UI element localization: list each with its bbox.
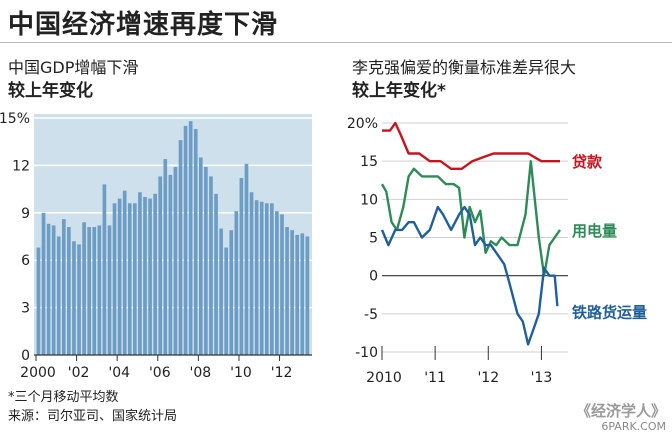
right-chart-title: 李克强偏爱的衡量标准差异很大 (352, 58, 577, 77)
lines-y-tick-label: 10 (360, 192, 378, 208)
series-label-rail: 铁路货运量 (572, 304, 647, 322)
series-line-loans (382, 121, 560, 171)
lines-y-tick-label: -5 (364, 307, 378, 323)
gdp-bar (127, 203, 132, 355)
gdp-bar (46, 223, 51, 355)
gdp-bar (82, 222, 86, 355)
lines-x-tick-label: 2010 (366, 370, 402, 386)
gdp-x-tick-label: '10 (230, 365, 252, 381)
gdp-bar (305, 236, 310, 355)
gdp-bar (97, 225, 102, 355)
gdp-bar (36, 247, 41, 355)
lines-y-tick-label: -10 (355, 345, 378, 361)
page-title: 中国经济增速再度下滑 (8, 10, 279, 40)
watermark-logo: 《经济学人》 (575, 402, 666, 420)
lines-y-tick-label: 20% (347, 116, 378, 132)
gdp-x-tick-label: '08 (190, 365, 212, 381)
gdp-x-tick-label: '06 (149, 365, 171, 381)
gdp-bar (198, 157, 203, 355)
gdp-bar (264, 203, 269, 355)
gdp-bar (163, 159, 168, 355)
gdp-bar (183, 125, 188, 356)
gdp-bar (107, 225, 112, 355)
gdp-y-tick-label: 9 (21, 206, 30, 222)
lines-y-tick-label: 5 (369, 231, 378, 247)
left-chart-title: 中国GDP增幅下滑 (8, 58, 139, 77)
gdp-bar (133, 203, 137, 355)
gdp-bar (275, 211, 279, 355)
gdp-y-tick-label: 0 (21, 348, 30, 364)
gdp-bar (112, 203, 117, 355)
gdp-bar (234, 211, 239, 355)
gdp-bar (143, 197, 147, 355)
gdp-x-tick-label: '12 (271, 365, 293, 381)
lines-x-tick-label: '13 (531, 370, 553, 386)
watermark-site: 6PARK.COM (601, 420, 666, 433)
gdp-bar (61, 219, 66, 355)
gdp-bar (244, 163, 249, 355)
gdp-bar (168, 174, 173, 355)
gdp-bar (193, 129, 198, 355)
series-line-electricity (380, 159, 561, 277)
gdp-bar (229, 230, 234, 355)
gdp-bar (285, 227, 289, 355)
series-label-loans: 贷款 (572, 153, 603, 171)
source-note: 来源：司尔亚司、国家统计局 (8, 409, 178, 424)
gdp-bar (173, 166, 178, 355)
lines-x-tick-label: '11 (424, 370, 446, 386)
gdp-bar (219, 228, 223, 355)
gdp-bar (51, 225, 56, 355)
gdp-bar (259, 201, 264, 355)
lines-x-tick-label: '12 (477, 370, 499, 386)
lines-y-tick-label: 15 (360, 154, 378, 170)
gdp-x-tick-label: '04 (108, 365, 130, 381)
gdp-bar (56, 236, 61, 355)
gdp-bar (270, 203, 274, 355)
gdp-bar (224, 247, 229, 355)
gdp-bar (92, 227, 97, 355)
series-line-rail (380, 205, 559, 346)
gdp-bar (239, 178, 244, 355)
title-divider (0, 42, 672, 43)
gdp-bar (122, 190, 127, 355)
gdp-bar (41, 212, 46, 355)
gdp-bar (87, 227, 92, 355)
gdp-bar (72, 241, 76, 355)
gdp-bar (148, 198, 152, 355)
gdp-bar (67, 227, 71, 355)
gdp-bar (77, 244, 81, 355)
gdp-bar (138, 192, 142, 355)
watermark: 《经济学人》 6PARK.COM (576, 404, 666, 434)
gdp-y-tick-label: 12 (12, 158, 30, 174)
gdp-bar (300, 233, 305, 355)
gdp-bar (204, 166, 208, 355)
gdp-bar (102, 184, 107, 355)
gdp-bar (209, 176, 213, 355)
gdp-y-tick-label: 3 (21, 301, 30, 317)
gdp-bar (158, 176, 163, 355)
left-chart-subtitle: 较上年变化 (8, 81, 93, 101)
gdp-x-tick-label: '02 (68, 365, 90, 381)
gdp-bar (153, 193, 157, 355)
right-chart-subtitle: 较上年变化* (352, 81, 446, 101)
gdp-bar (117, 198, 122, 355)
gdp-bar (295, 234, 300, 355)
gdp-bar (254, 200, 259, 355)
gdp-bar (214, 193, 218, 355)
gdp-bar (188, 121, 193, 355)
gdp-y-tick-label: 6 (21, 253, 30, 269)
gdp-bar (178, 140, 183, 355)
gdp-bar (249, 192, 254, 355)
footnote: *三个月移动平均数 (8, 390, 119, 405)
series-label-electricity: 用电量 (572, 222, 617, 240)
gdp-y-tick-label: 15% (0, 111, 30, 127)
gdp-bar (290, 230, 294, 355)
gdp-x-tick-label: 2000 (20, 365, 56, 381)
gdp-bar (280, 214, 284, 355)
lines-y-tick-label: 0 (369, 269, 378, 285)
